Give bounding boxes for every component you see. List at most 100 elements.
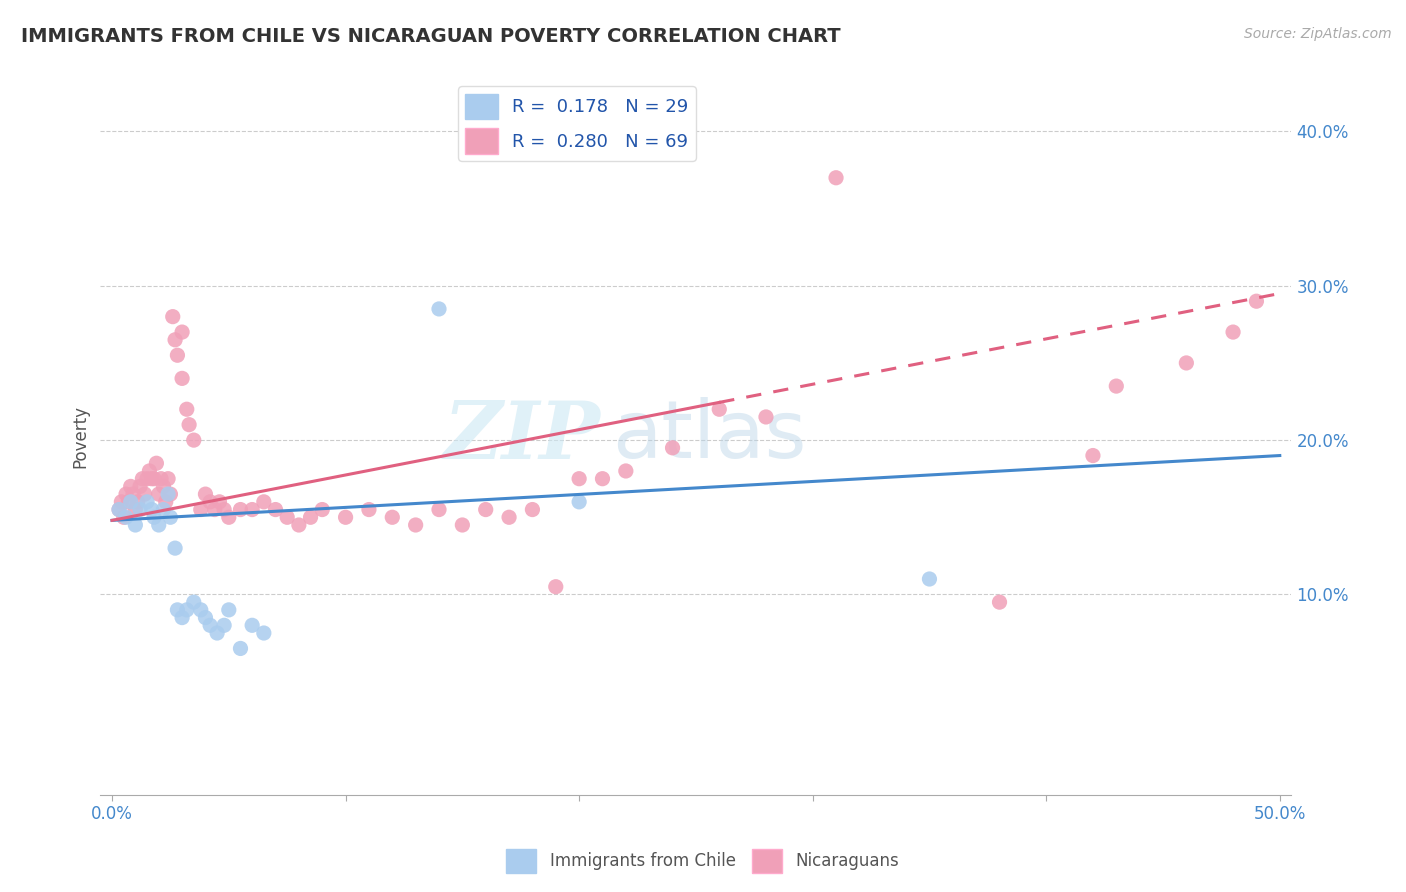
Point xyxy=(165,333,187,347)
Point xyxy=(253,495,276,509)
Point xyxy=(198,495,221,509)
Point xyxy=(427,502,450,516)
Point xyxy=(108,502,131,516)
Point xyxy=(212,618,235,632)
Point xyxy=(176,603,198,617)
Point xyxy=(148,487,170,501)
Point xyxy=(155,495,177,509)
Point xyxy=(335,510,357,524)
Point xyxy=(544,580,567,594)
Point xyxy=(138,464,160,478)
Point xyxy=(129,479,152,493)
Point xyxy=(112,510,135,524)
Point xyxy=(165,541,187,556)
Point xyxy=(276,510,298,524)
Point xyxy=(1246,294,1268,309)
Point xyxy=(141,472,163,486)
Point xyxy=(405,518,427,533)
Point xyxy=(176,402,198,417)
Point xyxy=(129,502,152,516)
Point xyxy=(614,464,637,478)
Point xyxy=(150,472,173,486)
Point xyxy=(988,595,1011,609)
Point xyxy=(381,510,404,524)
Point xyxy=(110,495,132,509)
Point xyxy=(183,433,205,447)
Point xyxy=(661,441,683,455)
Point xyxy=(117,495,139,509)
Point xyxy=(159,487,181,501)
Point xyxy=(194,487,217,501)
Point xyxy=(172,371,194,385)
Point xyxy=(157,472,180,486)
Text: Source: ZipAtlas.com: Source: ZipAtlas.com xyxy=(1244,27,1392,41)
Point xyxy=(166,348,188,362)
Legend: R =  0.178   N = 29, R =  0.280   N = 69: R = 0.178 N = 29, R = 0.280 N = 69 xyxy=(458,87,696,161)
Point xyxy=(208,495,231,509)
Point xyxy=(183,595,205,609)
Point xyxy=(115,487,138,501)
Point xyxy=(190,502,212,516)
Text: ZIP: ZIP xyxy=(444,398,600,475)
Point xyxy=(143,472,166,486)
Point xyxy=(136,472,159,486)
Point xyxy=(205,626,228,640)
Point xyxy=(825,170,848,185)
Point xyxy=(141,502,163,516)
Point xyxy=(1105,379,1128,393)
Point xyxy=(427,301,450,316)
Point xyxy=(498,510,520,524)
Point xyxy=(143,510,166,524)
Point xyxy=(218,603,240,617)
Point xyxy=(162,310,184,324)
Point xyxy=(709,402,731,417)
Point xyxy=(240,502,263,516)
Point xyxy=(148,518,170,533)
Point xyxy=(918,572,941,586)
Point xyxy=(1222,325,1244,339)
Point xyxy=(240,618,263,632)
Point xyxy=(288,518,311,533)
Point xyxy=(124,518,146,533)
Legend: Immigrants from Chile, Nicaraguans: Immigrants from Chile, Nicaraguans xyxy=(499,842,907,880)
Point xyxy=(157,487,180,501)
Point xyxy=(592,472,614,486)
Point xyxy=(136,495,159,509)
Point xyxy=(194,610,217,624)
Point xyxy=(229,641,252,656)
Point xyxy=(159,510,181,524)
Point xyxy=(198,618,221,632)
Point xyxy=(122,487,145,501)
Point xyxy=(229,502,252,516)
Y-axis label: Poverty: Poverty xyxy=(72,405,89,467)
Point xyxy=(357,502,380,516)
Point xyxy=(134,487,156,501)
Point xyxy=(166,603,188,617)
Point xyxy=(120,495,142,509)
Point xyxy=(204,502,226,516)
Point xyxy=(152,479,174,493)
Point xyxy=(124,502,146,516)
Point xyxy=(522,502,544,516)
Point xyxy=(253,626,276,640)
Point xyxy=(120,479,142,493)
Point xyxy=(299,510,322,524)
Point xyxy=(451,518,474,533)
Point xyxy=(755,409,778,424)
Point xyxy=(1081,449,1104,463)
Text: atlas: atlas xyxy=(613,397,807,475)
Point xyxy=(172,325,194,339)
Point xyxy=(145,456,167,470)
Point xyxy=(177,417,200,432)
Point xyxy=(152,502,174,516)
Point xyxy=(172,610,194,624)
Point xyxy=(131,472,153,486)
Point xyxy=(190,603,212,617)
Point xyxy=(218,510,240,524)
Point xyxy=(264,502,287,516)
Point xyxy=(311,502,333,516)
Point xyxy=(568,472,591,486)
Point xyxy=(127,495,149,509)
Point xyxy=(108,502,131,516)
Point xyxy=(1175,356,1198,370)
